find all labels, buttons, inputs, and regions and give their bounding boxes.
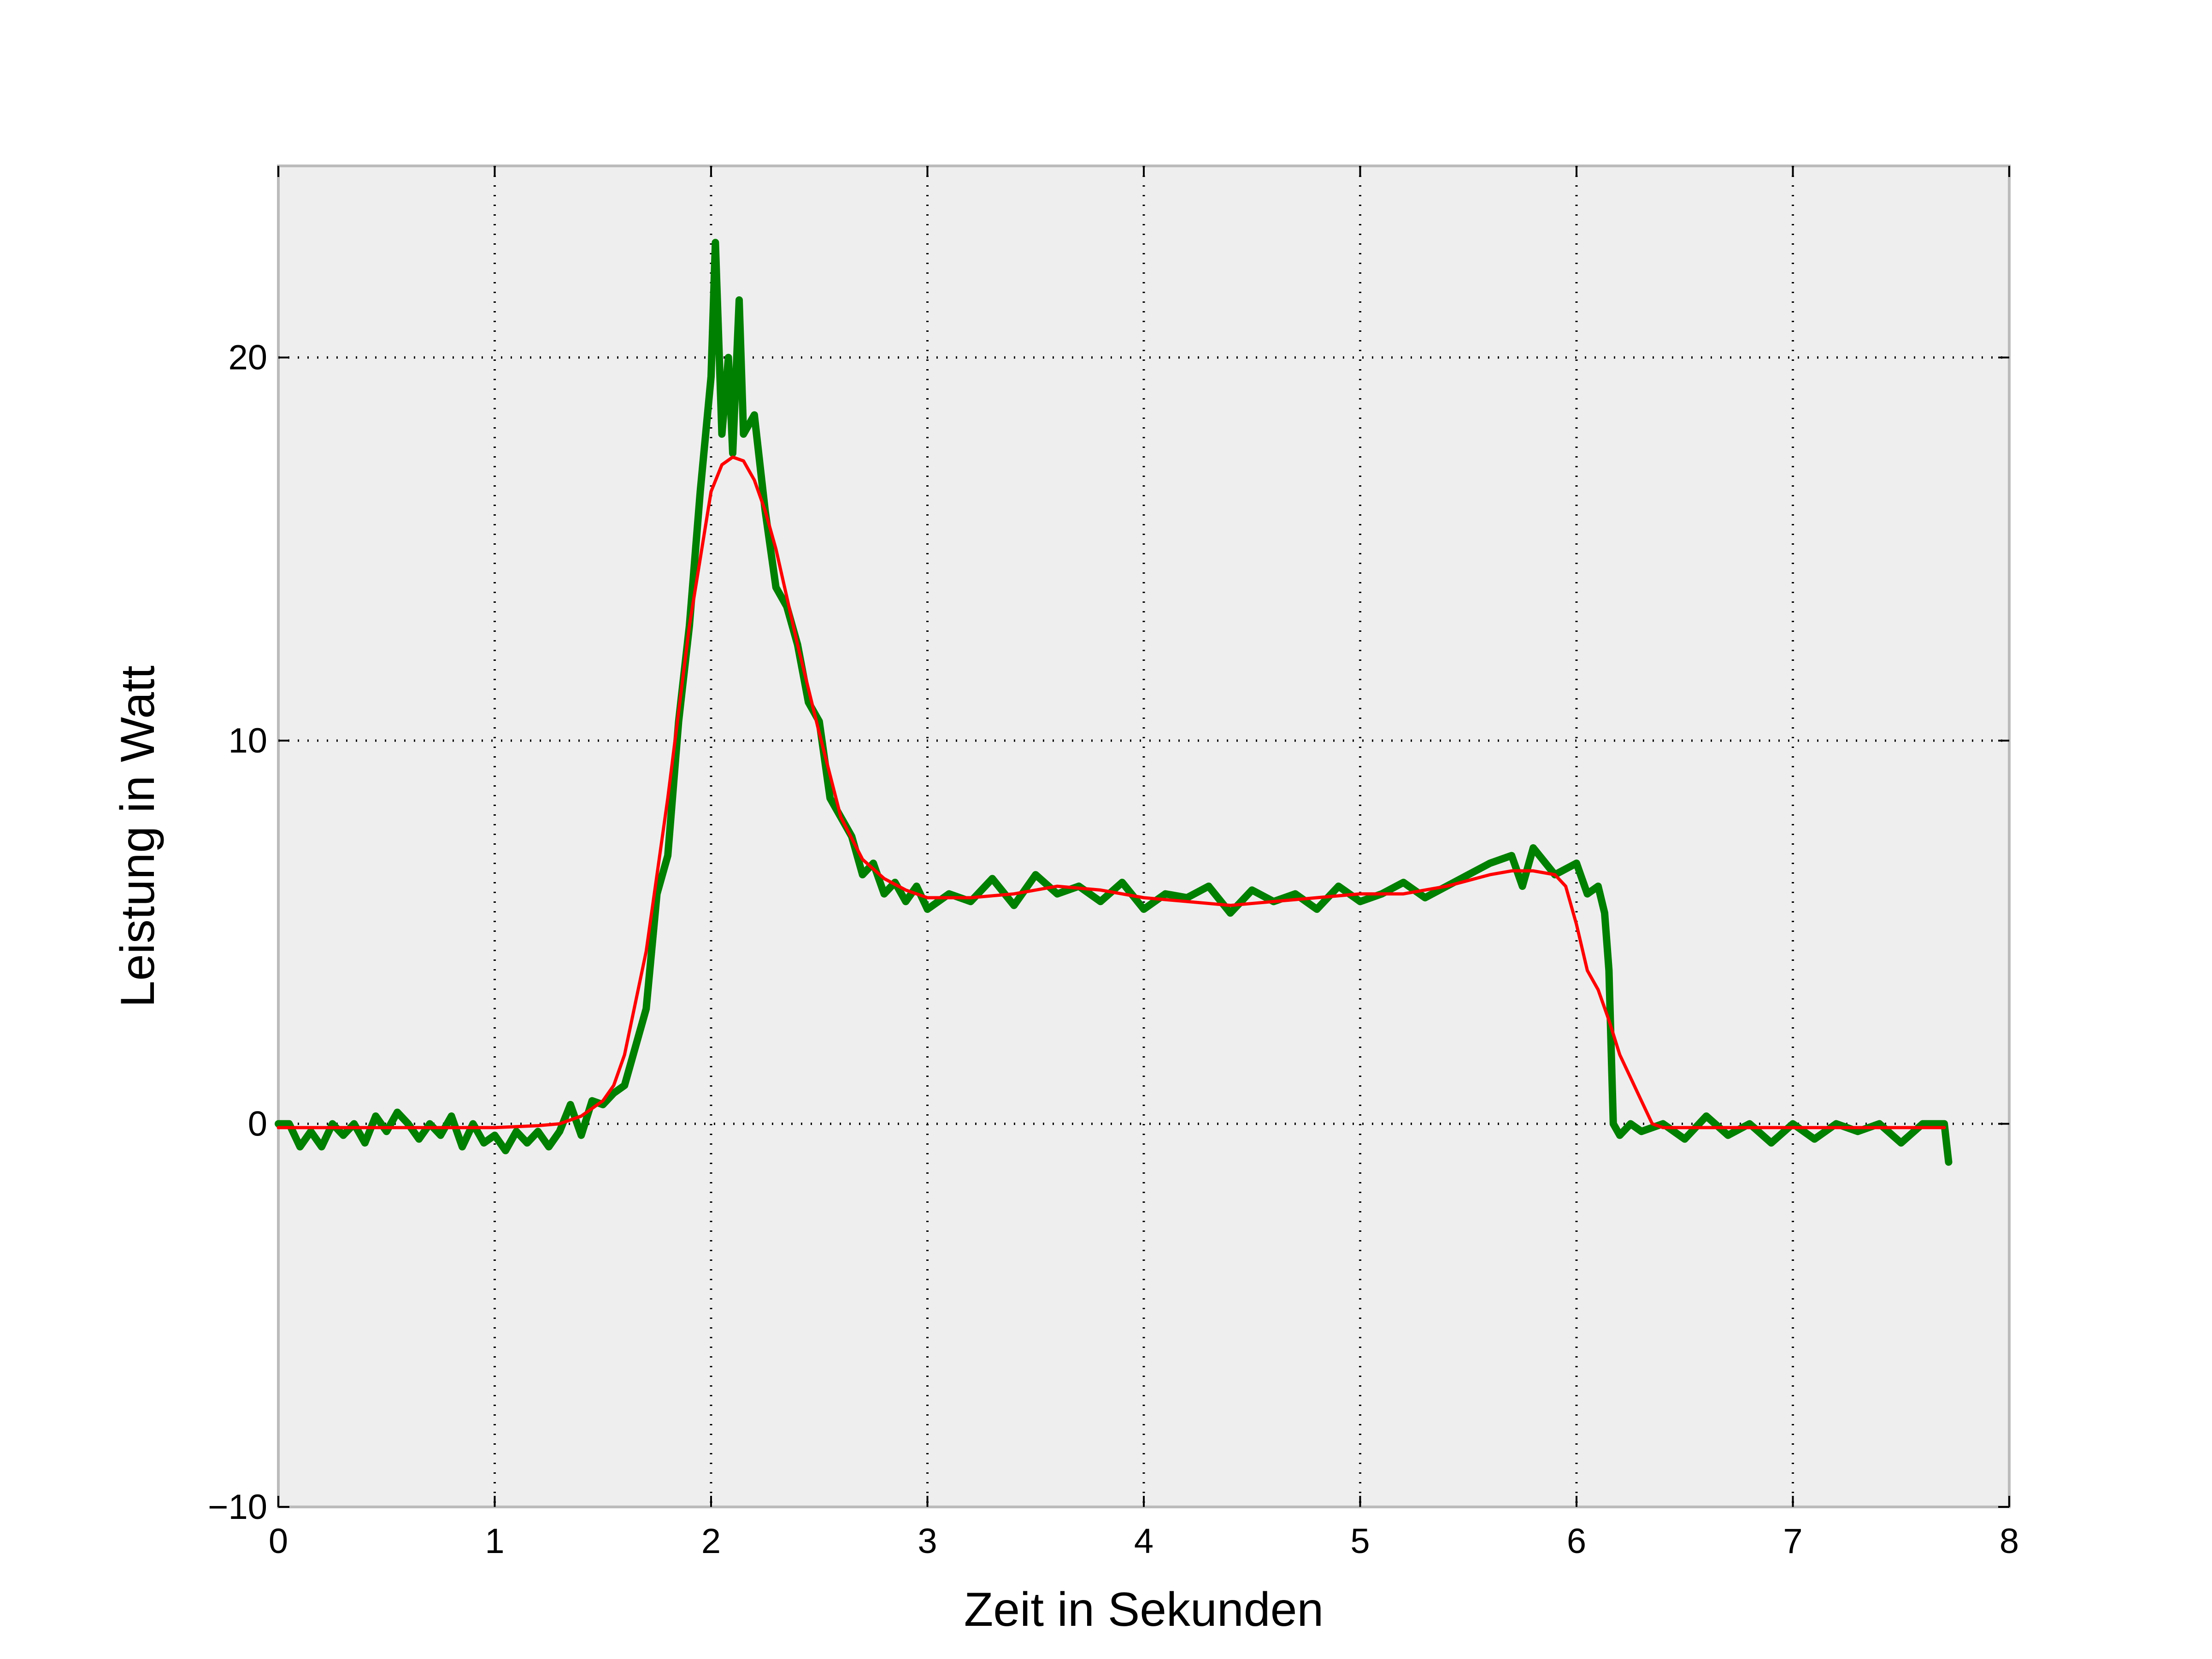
smoothed-power-line [276, 455, 1946, 1130]
y-axis-label: Leistung in Watt [111, 665, 165, 1007]
y-tick-label: −10 [208, 1488, 267, 1527]
axis-ticks [277, 166, 2010, 1508]
x-axis-label: Zeit in Sekunden [964, 1583, 1324, 1636]
x-tick-label: 7 [1783, 1522, 1802, 1561]
x-tick-label: 1 [485, 1522, 504, 1561]
plot-area [277, 165, 2011, 1508]
measured-power-line [275, 239, 1953, 1166]
x-tick-label: 6 [1567, 1522, 1586, 1561]
x-tick-label: 2 [701, 1522, 721, 1561]
x-tick-label: 3 [918, 1522, 937, 1561]
y-tick-label: 0 [248, 1105, 267, 1144]
y-tick-label: 10 [228, 721, 267, 760]
x-tick-label: 5 [1350, 1522, 1370, 1561]
x-tick-label: 4 [1134, 1522, 1153, 1561]
y-tick-label: 20 [228, 338, 267, 377]
x-tick-label: 8 [2000, 1522, 2019, 1561]
x-tick-label: 0 [269, 1522, 288, 1561]
series-layer [275, 239, 1953, 1166]
